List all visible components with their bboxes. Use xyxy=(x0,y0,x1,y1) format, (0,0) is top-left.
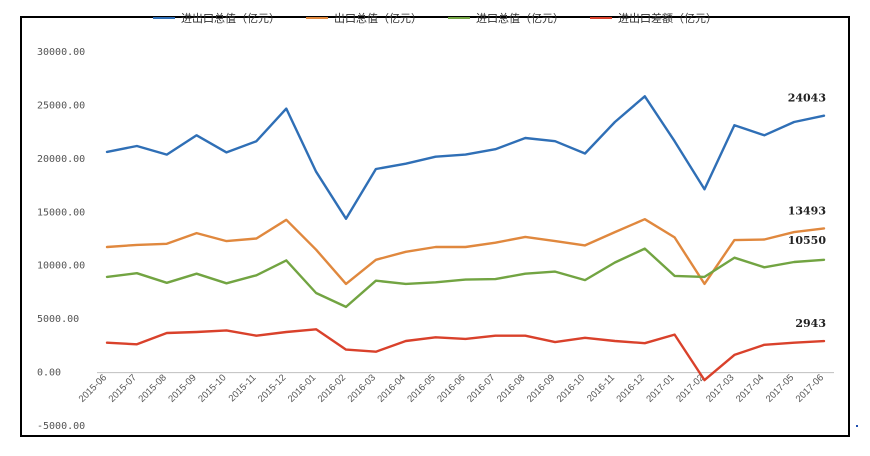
x-tick-label: 2016-03 xyxy=(346,372,378,404)
series-line xyxy=(105,217,826,286)
x-tick-label: 2016-06 xyxy=(435,372,467,404)
x-tick-label: 2016-08 xyxy=(495,372,527,404)
x-tick-label: 2015-07 xyxy=(107,372,139,404)
x-tick-label: 2016-07 xyxy=(465,372,497,404)
y-tick-label: 25000.00 xyxy=(37,100,85,111)
legend-item-balance: 进出口差额（亿元） xyxy=(590,10,717,26)
legend-swatch-export xyxy=(306,17,328,19)
series-line xyxy=(105,328,826,382)
legend-label-export: 出口总值（亿元） xyxy=(334,12,422,25)
legend-swatch-balance xyxy=(590,17,612,19)
legend-label-total: 进出口总值（亿元） xyxy=(181,12,280,25)
y-tick-label: 0.00 xyxy=(37,368,61,379)
x-tick-label: 2015-08 xyxy=(136,372,168,404)
x-tick-label: 2016-02 xyxy=(316,372,348,404)
x-tick-label: 2017-04 xyxy=(734,372,766,404)
x-tick-label: 2016-09 xyxy=(525,372,557,404)
x-tick-label: 2015-09 xyxy=(166,372,198,404)
legend-swatch-import xyxy=(448,17,470,19)
y-tick-label: 30000.00 xyxy=(37,47,85,58)
x-tick-label: 2016-05 xyxy=(405,372,437,404)
y-tick-label: 10000.00 xyxy=(37,261,85,272)
series-end-label: 10550 xyxy=(788,234,827,247)
x-tick-label: 2015-06 xyxy=(77,372,109,404)
series-end-label: 13493 xyxy=(788,204,826,217)
legend-swatch-total xyxy=(153,17,175,19)
x-tick-label: 2016-01 xyxy=(286,372,318,404)
chart-legend: 进出口总值（亿元） 出口总值（亿元） 进口总值（亿元） 进出口差额（亿元） xyxy=(0,10,870,26)
series-end-label: 24043 xyxy=(788,92,826,105)
x-tick-label: 2017-06 xyxy=(794,372,826,404)
y-tick-label: 20000.00 xyxy=(37,154,85,165)
x-tick-label: 2017-01 xyxy=(644,372,676,404)
x-tick-label: 2016-12 xyxy=(614,372,646,404)
legend-label-import: 进口总值（亿元） xyxy=(476,12,564,25)
legend-item-import: 进口总值（亿元） xyxy=(448,10,564,26)
legend-label-balance: 进出口差额（亿元） xyxy=(618,12,717,25)
x-tick-label: 2015-10 xyxy=(196,372,228,404)
x-tick-label: 2016-10 xyxy=(555,372,587,404)
y-tick-label: 5000.00 xyxy=(37,314,79,325)
series-end-label: 2943 xyxy=(795,317,826,330)
legend-item-total: 进出口总值（亿元） xyxy=(153,10,280,26)
y-tick-label: 15000.00 xyxy=(37,207,85,218)
x-tick-label: 2015-12 xyxy=(256,372,288,404)
x-tick-label: 2017-05 xyxy=(764,372,796,404)
x-tick-label: 2016-04 xyxy=(375,372,407,404)
series-line xyxy=(105,247,826,309)
series-line xyxy=(105,95,826,220)
x-tick-label: 2016-11 xyxy=(585,372,617,404)
legend-item-export: 出口总值（亿元） xyxy=(306,10,422,26)
y-tick-label: -5000.00 xyxy=(37,421,85,432)
corner-dot xyxy=(856,425,858,427)
x-tick-label: 2015-11 xyxy=(227,372,259,404)
chart-frame xyxy=(20,16,850,437)
